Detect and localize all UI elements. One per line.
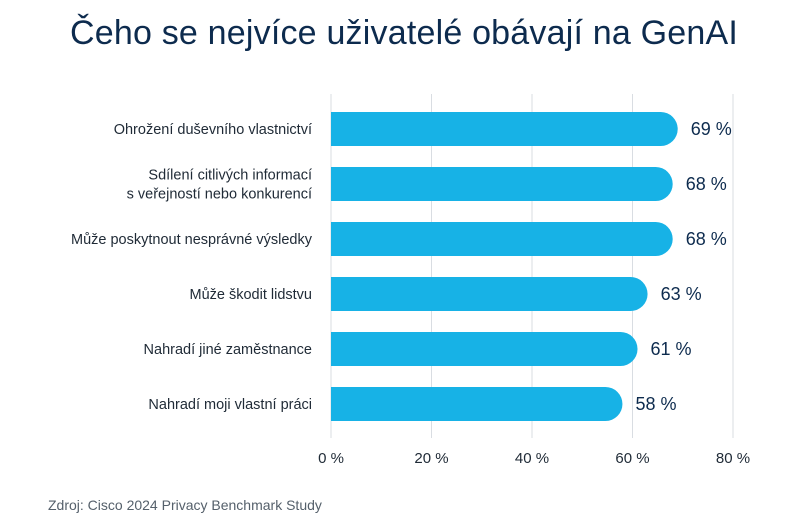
chart-title: Čeho se nejvíce uživatelé obávají na Gen… (69, 14, 739, 52)
x-tick-label: 40 % (515, 450, 549, 467)
x-tick-label: 20 % (414, 450, 448, 467)
category-label: Může škodit lidstvu (190, 287, 313, 303)
category-label: Může poskytnout nesprávné výsledky (71, 232, 313, 248)
category-label-line: Může škodit lidstvu (190, 287, 313, 303)
bar-value-label: 63 % (661, 284, 702, 304)
x-axis-ticks: 0 % 20 % 40 % 60 % 80 % (318, 450, 750, 467)
category-label-line: Sdílení citlivých informací (148, 168, 312, 184)
category-label-line: Může poskytnout nesprávné výsledky (71, 232, 313, 248)
category-label: Sdílení citlivých informací s veřejností … (127, 168, 312, 203)
bar-value-label: 69 % (691, 119, 732, 139)
bar (331, 387, 623, 421)
x-tick-label: 80 % (716, 450, 750, 467)
source-note: Zdroj: Cisco 2024 Privacy Benchmark Stud… (48, 497, 322, 513)
category-label-line: Nahradí moji vlastní práci (148, 397, 312, 413)
bar-value-label: 68 % (686, 174, 727, 194)
bar (331, 332, 638, 366)
bar (331, 167, 673, 201)
category-label: Nahradí jiné zaměstnance (144, 342, 312, 358)
bar-value-label: 61 % (651, 339, 692, 359)
bar (331, 277, 648, 311)
bar-value-label: 58 % (635, 394, 676, 414)
category-label-line: s veřejností nebo konkurencí (127, 187, 312, 203)
category-label-line: Nahradí jiné zaměstnance (144, 342, 312, 358)
x-tick-label: 60 % (615, 450, 649, 467)
bars (331, 112, 678, 421)
category-label-line: Ohrožení duševního vlastnictví (114, 122, 312, 138)
gridlines (330, 94, 734, 438)
x-tick-label: 0 % (318, 450, 344, 467)
category-label: Nahradí moji vlastní práci (148, 397, 312, 413)
category-label: Ohrožení duševního vlastnictví (114, 122, 312, 138)
value-labels: 69 % 68 % 68 % 63 % 61 % 58 % (635, 119, 731, 414)
bar (331, 112, 678, 146)
bar (331, 222, 673, 256)
bar-value-label: 68 % (686, 229, 727, 249)
category-labels: Ohrožení duševního vlastnictví Sdílení ci… (71, 122, 313, 413)
